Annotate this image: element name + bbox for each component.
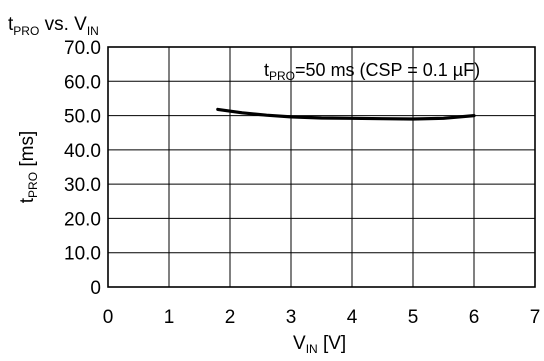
x-tick-label: 7 (530, 307, 541, 328)
x-tick-label: 0 (103, 307, 114, 328)
x-tick-labels: 0 1 2 3 4 5 6 7 (103, 307, 541, 328)
y-tick-label: 60.0 (64, 72, 101, 93)
y-tick-label: 10.0 (64, 244, 101, 265)
series-line (216, 107, 476, 121)
grid (107, 46, 536, 288)
x-tick-label: 3 (286, 307, 297, 328)
series-layer (216, 107, 476, 121)
x-axis-label: VIN [V] (293, 333, 346, 356)
y-tick-label: 20.0 (64, 209, 101, 230)
x-tick-label: 6 (469, 307, 480, 328)
x-tick-label: 5 (408, 307, 419, 328)
y-tick-label: 0 (90, 278, 101, 299)
y-tick-labels: 0 10.0 20.0 30.0 40.0 50.0 60.0 70.0 (64, 38, 101, 299)
y-tick-label: 50.0 (64, 107, 101, 128)
x-tick-label: 1 (164, 307, 175, 328)
annotation-label: tPRO=50 ms (CSP = 0.1 µF) (264, 60, 480, 83)
y-axis-label: tPRO [ms] (17, 131, 40, 203)
y-tick-label: 70.0 (64, 38, 101, 59)
x-tick-label: 4 (347, 307, 358, 328)
y-tick-label: 40.0 (64, 141, 101, 162)
y-tick-label: 30.0 (64, 175, 101, 196)
chart-title: tPRO vs. VIN (8, 14, 99, 38)
x-tick-label: 2 (225, 307, 236, 328)
plot-frame (107, 46, 536, 288)
